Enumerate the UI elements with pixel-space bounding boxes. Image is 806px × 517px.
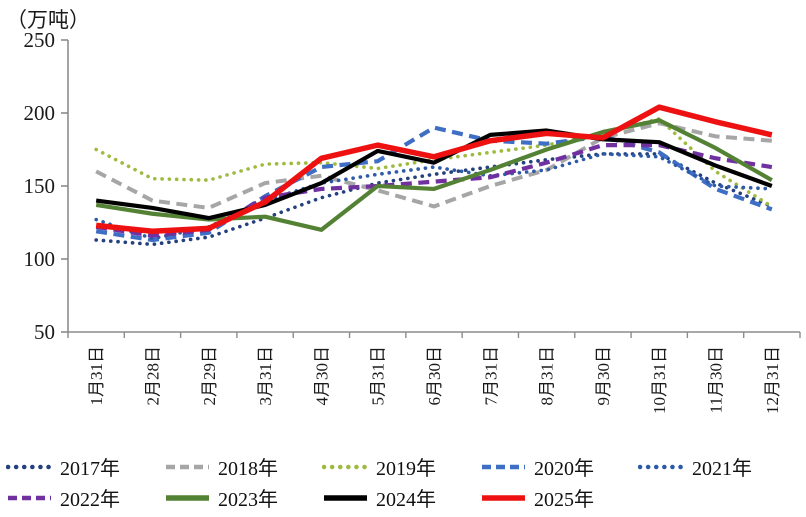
legend-item-2018: 2018年 bbox=[164, 452, 322, 481]
legend-swatch bbox=[322, 464, 369, 469]
x-tick-label: 11月30日 bbox=[707, 346, 726, 413]
legend-label: 2025年 bbox=[534, 489, 594, 511]
legend-swatch bbox=[482, 464, 525, 469]
legend-swatch bbox=[324, 494, 367, 501]
y-tick-label: 150 bbox=[24, 174, 56, 198]
legend-swatch bbox=[166, 494, 209, 501]
x-tick-label: 10月31日 bbox=[650, 346, 669, 414]
legend-label: 2022年 bbox=[60, 489, 120, 511]
x-tick-label: 3月31日 bbox=[256, 346, 275, 406]
series-line-2020 bbox=[95, 125, 773, 243]
series-line-2023 bbox=[95, 118, 773, 232]
legend-item-2025: 2025年 bbox=[480, 483, 638, 512]
y-tick-label: 200 bbox=[24, 101, 56, 125]
series-line-2021 bbox=[94, 152, 774, 241]
y-tick-label: 100 bbox=[24, 247, 56, 271]
series-line-2025 bbox=[95, 104, 773, 235]
y-tick-label: 250 bbox=[24, 28, 56, 52]
y-axis-unit-label: （万吨） bbox=[6, 8, 90, 32]
legend-item-2021: 2021年 bbox=[638, 452, 796, 481]
legend: 2017年 2018年 2019年 2020年 2021年 2022年 2023年 2024年… bbox=[6, 451, 802, 513]
x-tick-label: 2月29日 bbox=[200, 346, 219, 406]
x-tick-label: 4月30日 bbox=[312, 346, 331, 406]
legend-item-2017: 2017年 bbox=[6, 452, 164, 481]
legend-swatch bbox=[482, 494, 525, 501]
legend-swatch bbox=[638, 464, 685, 469]
x-tick-label: 1月31日 bbox=[87, 346, 106, 406]
x-tick-label: 8月31日 bbox=[538, 346, 557, 406]
legend-item-2022: 2022年 bbox=[6, 483, 164, 512]
legend-item-2023: 2023年 bbox=[164, 483, 322, 512]
y-tick-label: 50 bbox=[34, 320, 55, 344]
legend-label: 2021年 bbox=[692, 458, 752, 480]
legend-swatch bbox=[8, 495, 51, 500]
legend-label: 2017年 bbox=[60, 458, 120, 480]
legend-label: 2023年 bbox=[218, 489, 278, 511]
x-tick-label: 6月30日 bbox=[425, 346, 444, 406]
legend-swatch bbox=[166, 464, 209, 469]
legend-label: 2024年 bbox=[376, 489, 436, 511]
x-tick-label: 12月31日 bbox=[763, 346, 782, 414]
legend-label: 2019年 bbox=[376, 458, 436, 480]
series-line-2018 bbox=[95, 121, 773, 210]
x-tick-label: 7月31日 bbox=[481, 346, 500, 406]
legend-label: 2020年 bbox=[534, 458, 594, 480]
legend-swatch bbox=[6, 464, 53, 469]
legend-label: 2018年 bbox=[218, 458, 278, 480]
x-tick-label: 9月30日 bbox=[594, 346, 613, 406]
legend-item-2019: 2019年 bbox=[322, 452, 480, 481]
x-tick-label: 5月31日 bbox=[369, 346, 388, 406]
legend-item-2020: 2020年 bbox=[480, 452, 638, 481]
legend-item-2024: 2024年 bbox=[322, 483, 480, 512]
series-line-2024 bbox=[95, 128, 773, 221]
x-tick-label: 2月28日 bbox=[143, 346, 162, 406]
plot-area: 250 200 150 100 50 1月31日 2月28日 2月29日 3月31日 4月30日 5… bbox=[24, 28, 801, 414]
